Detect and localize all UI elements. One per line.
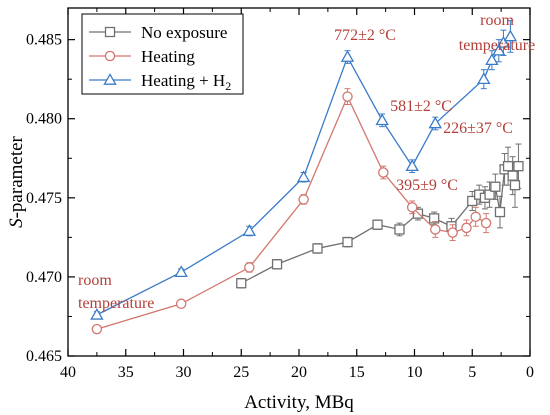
x-tick-label: 5: [468, 364, 476, 381]
temperature-annotation: temperature: [459, 37, 535, 54]
x-tick-label: 10: [407, 364, 423, 381]
x-tick-label: 25: [233, 364, 249, 381]
x-tick-label: 40: [60, 364, 76, 381]
data-point-square: [428, 213, 440, 224]
data-point-circle: [480, 217, 492, 229]
legend-marker: [104, 26, 116, 38]
data-point-circle: [175, 298, 187, 310]
data-point-square: [342, 236, 353, 248]
data-point-circle: [298, 194, 309, 205]
data-point-triangle: [90, 307, 104, 320]
y-tick-label: 0.465: [26, 348, 62, 365]
data-point-square: [513, 161, 524, 172]
data-point-triangle: [296, 170, 311, 183]
data-point-triangle: [375, 113, 389, 126]
data-point-triangle: [492, 43, 506, 56]
temperature-annotation: room: [480, 12, 514, 29]
data-point-square: [490, 181, 501, 192]
y-tick-label: 0.470: [26, 269, 62, 286]
temperature-annotation: 226±37 °C: [443, 120, 513, 137]
data-point-circle: [447, 227, 458, 238]
temperature-annotation: 395±9 °C: [396, 177, 458, 194]
y-tick-label: 0.485: [26, 32, 62, 49]
data-point-square: [394, 224, 405, 235]
x-tick-label: 30: [176, 364, 192, 381]
data-point-triangle: [496, 35, 511, 48]
data-point-triangle: [503, 29, 518, 42]
temperature-annotation: 581±2 °C: [390, 98, 452, 115]
data-point-square: [271, 259, 283, 270]
data-point-square: [502, 161, 514, 172]
temperature-annotation: 772±2 °C: [334, 27, 396, 44]
data-point-circle: [406, 202, 418, 213]
data-point-triangle: [485, 53, 499, 66]
legend-marker: [103, 73, 117, 85]
data-point-triangle: [174, 265, 188, 278]
data-point-triangle: [340, 50, 355, 62]
data-point-square: [509, 180, 521, 191]
x-tick-label: 35: [118, 364, 134, 381]
legend-marker: [104, 50, 116, 62]
temperature-annotation: temperature: [78, 295, 154, 312]
temperature-annotation: room: [78, 272, 112, 289]
x-axis-title: Activity, MBq: [244, 392, 354, 413]
data-point-triangle: [428, 116, 443, 129]
data-point-triangle: [405, 159, 419, 172]
y-tick-label: 0.480: [26, 111, 62, 128]
x-tick-label: 15: [349, 364, 365, 381]
x-tick-label: 0: [526, 364, 534, 381]
data-point-square: [484, 189, 495, 200]
data-point-circle: [342, 91, 353, 102]
legend-label: Heating: [141, 47, 195, 66]
data-point-square: [507, 170, 518, 181]
legend-label: Heating + H2: [141, 71, 231, 93]
series-line-circle: [96, 94, 487, 330]
y-axis-title: S-parameter: [6, 135, 27, 227]
y-tick-label: 0.475: [26, 190, 62, 207]
data-point-circle: [470, 211, 481, 223]
data-point-square: [312, 243, 323, 254]
data-point-triangle: [242, 224, 257, 236]
data-point-square: [372, 219, 383, 230]
data-point-circle: [461, 222, 472, 234]
data-point-circle: [378, 167, 389, 178]
data-point-circle: [91, 323, 103, 335]
data-point-triangle: [477, 72, 491, 85]
data-point-square: [494, 206, 506, 218]
data-point-circle: [430, 224, 441, 235]
data-point-square: [236, 278, 247, 289]
legend-label: No exposure: [141, 23, 227, 42]
data-point-square: [467, 195, 478, 207]
data-point-circle: [244, 262, 255, 273]
x-tick-label: 20: [291, 364, 307, 381]
